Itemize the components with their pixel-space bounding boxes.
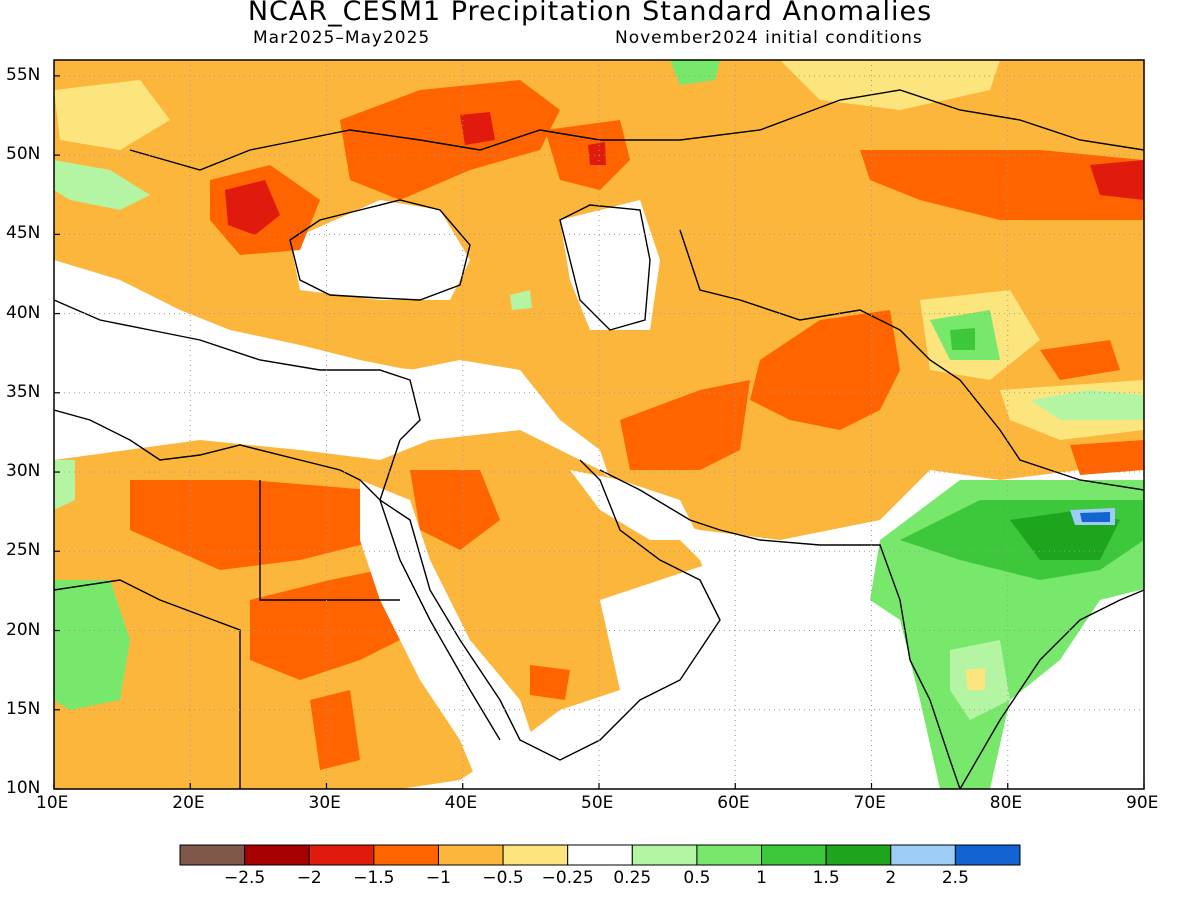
legend-swatch	[308, 844, 375, 866]
lon-tick-label: 80E	[989, 793, 1023, 813]
forecast-period: Mar2025–May2025	[253, 28, 431, 48]
legend-label: 2	[885, 868, 897, 888]
gridlines	[54, 60, 1144, 789]
lon-tick-label: 30E	[308, 793, 341, 813]
legend-label: −2.5	[223, 868, 266, 888]
lat-tick-label: 15N	[6, 698, 41, 719]
legend-label: −2	[296, 868, 322, 888]
legend-label: 0.25	[613, 868, 652, 888]
legend-label: 1	[756, 868, 767, 888]
legend-label: −1.5	[353, 868, 395, 888]
legend-label: −0.25	[541, 868, 594, 888]
legend-label: −1	[425, 868, 451, 888]
anomaly-field	[54, 60, 1144, 789]
lon-tick-label: 70E	[853, 793, 886, 813]
lat-tick-label: 30N	[6, 461, 41, 482]
legend-swatch	[567, 844, 633, 866]
legend-label: −0.5	[482, 868, 524, 888]
lon-tick-label: 10E	[36, 793, 69, 813]
coastlines	[54, 89, 1144, 789]
color-legend	[179, 844, 1021, 866]
legend-swatch	[890, 844, 956, 866]
legend-swatch	[179, 844, 246, 866]
legend-label: 0.5	[683, 868, 711, 888]
legend-swatch	[696, 844, 763, 866]
lat-tick-label: 10N	[6, 778, 41, 798]
legend-swatch	[825, 844, 892, 866]
legend-swatch	[631, 844, 698, 866]
initial-conditions: November2024 initial conditions	[615, 28, 923, 48]
lat-tick-label: 55N	[6, 64, 41, 85]
legend-swatch	[502, 844, 569, 866]
lat-tick-label: 40N	[6, 302, 41, 323]
legend-swatch	[954, 844, 1021, 866]
legend-label: 1.5	[812, 868, 840, 888]
legend-swatch	[761, 844, 827, 866]
lat-tick-label: 35N	[6, 381, 41, 402]
lat-tick-label: 20N	[6, 619, 41, 640]
legend-swatch	[244, 844, 310, 866]
lon-tick-label: 90E	[1126, 793, 1159, 813]
lat-tick-label: 45N	[6, 223, 41, 244]
axis-ticks	[53, 75, 1145, 790]
legend-label: 2.5	[941, 868, 969, 888]
legend-swatch	[437, 844, 504, 866]
lon-tick-label: 20E	[172, 793, 205, 813]
legend-swatch	[373, 844, 439, 866]
lon-tick-label: 40E	[444, 793, 478, 813]
lat-tick-label: 25N	[6, 540, 41, 561]
lon-tick-label: 50E	[581, 793, 614, 813]
lon-tick-label: 60E	[717, 793, 750, 813]
map-title: NCAR_CESM1 Precipitation Standard Anomal…	[247, 0, 933, 27]
lat-tick-label: 50N	[6, 144, 41, 165]
